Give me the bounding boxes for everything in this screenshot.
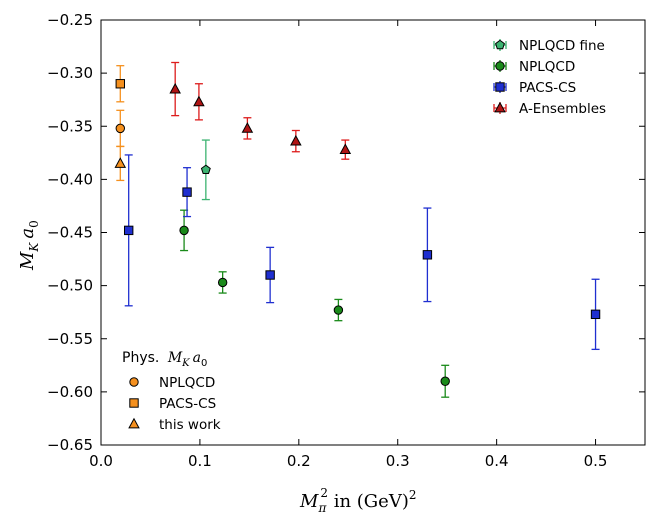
a-ensembles-point bbox=[339, 143, 352, 155]
y-tick-label: −0.35 bbox=[47, 117, 93, 135]
legend-nplqcd-fine-label: NPLQCD fine bbox=[519, 38, 605, 54]
x-tick-label: 0.5 bbox=[584, 452, 608, 470]
y-tick-label: −0.60 bbox=[47, 383, 93, 401]
legend-physical-this-work-marker bbox=[128, 417, 140, 429]
legend-physical-pacs-cs-label: PACS-CS bbox=[159, 396, 216, 412]
phys-pacs-cs-point bbox=[115, 79, 125, 89]
legend-physical: Phys. MK a0 NPLQCD PACS-CS this work bbox=[122, 350, 221, 433]
nplqcd-point bbox=[440, 376, 450, 386]
ticks: 0.0 0.1 0.2 0.3 0.4 0.5 −0.65 −0.60 −0.55 −0.50 −0… bbox=[47, 11, 645, 470]
legend-a-ensembles-swatch-marker bbox=[494, 101, 506, 113]
phys-this-work-point bbox=[114, 157, 127, 168]
nplqcd-fine-point bbox=[200, 164, 211, 175]
legend-physical-nplqcd-label: NPLQCD bbox=[159, 375, 215, 391]
x-tick-label: 0.2 bbox=[287, 452, 311, 470]
legend-nplqcd-label: NPLQCD bbox=[519, 59, 575, 75]
nplqcd-point bbox=[179, 225, 189, 236]
pacs-cs-point bbox=[123, 225, 134, 236]
legend-physical-pacs-cs-marker bbox=[129, 398, 139, 408]
y-tick-label: −0.30 bbox=[47, 64, 93, 82]
pacs-cs-point bbox=[590, 309, 601, 320]
legend-a-ensembles-label: A-Ensembles bbox=[519, 101, 606, 117]
nplqcd-point bbox=[333, 305, 344, 315]
data-marks bbox=[114, 61, 601, 398]
y-tick-label: −0.40 bbox=[47, 170, 93, 188]
legend-nplqcd-swatch-marker bbox=[495, 61, 505, 71]
a-ensembles-point bbox=[290, 134, 302, 146]
phys-nplqcd-point bbox=[115, 123, 125, 134]
y-tick-label: −0.55 bbox=[47, 330, 93, 348]
legend-nplqcd-fine-swatch-marker bbox=[495, 39, 505, 50]
pacs-cs-point bbox=[182, 187, 192, 197]
y-axis-title: MKa0 bbox=[17, 220, 41, 271]
a-ensembles-point bbox=[193, 95, 205, 107]
y-tick-label: −0.65 bbox=[47, 436, 93, 454]
x-axis-title: Mπ2 in (GeV)2 bbox=[299, 486, 416, 515]
legend-physical-title: Phys. MK a0 bbox=[122, 350, 207, 369]
pacs-cs-point bbox=[265, 270, 275, 280]
legend-main: NPLQCD fine NPLQCD PACS-CS A-Ensembles bbox=[493, 38, 606, 117]
x-tick-label: 0.4 bbox=[485, 452, 509, 470]
legend-physical-nplqcd-marker bbox=[129, 377, 139, 387]
a-ensembles-point bbox=[169, 82, 181, 94]
legend-pacs-cs-label: PACS-CS bbox=[519, 80, 576, 96]
x-tick-label: 0.1 bbox=[188, 452, 212, 470]
y-tick-label: −0.50 bbox=[47, 277, 93, 295]
nplqcd-point bbox=[217, 277, 228, 288]
x-tick-label: 0.0 bbox=[89, 452, 113, 470]
legend-pacs-cs-swatch-marker bbox=[495, 82, 505, 92]
pacs-cs-point bbox=[422, 250, 433, 260]
y-tick-label: −0.45 bbox=[47, 224, 93, 242]
y-tick-label: −0.25 bbox=[47, 11, 93, 29]
x-tick-label: 0.3 bbox=[386, 452, 410, 470]
legend-physical-this-work-label: this work bbox=[159, 417, 221, 433]
a-ensembles-point bbox=[241, 122, 254, 133]
